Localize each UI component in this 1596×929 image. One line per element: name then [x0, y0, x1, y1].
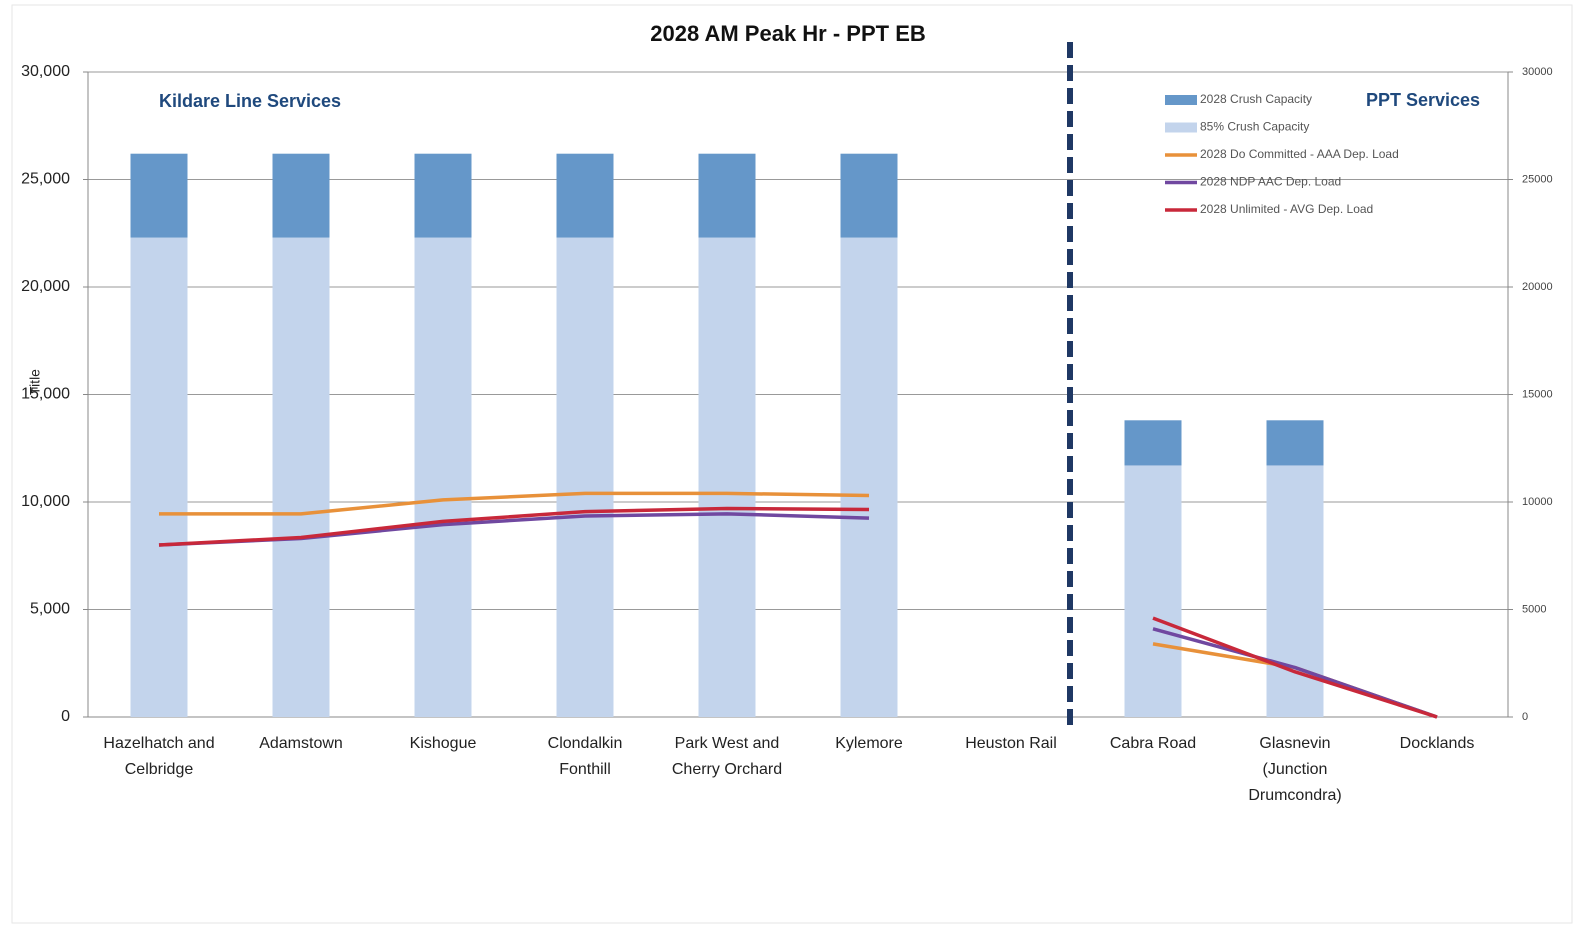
- legend-label: 2028 Do Committed - AAA Dep. Load: [1200, 147, 1399, 161]
- y2-tick-label: 0: [1522, 711, 1528, 723]
- x-tick-label: Glasnevin: [1259, 735, 1330, 752]
- y-tick-label: 15,000: [21, 386, 70, 403]
- bar: [840, 237, 898, 718]
- annotation: Kildare Line Services: [159, 91, 341, 111]
- x-tick-label: Cherry Orchard: [672, 761, 782, 778]
- bar: [840, 153, 898, 238]
- legend-label: 85% Crush Capacity: [1200, 120, 1309, 134]
- y2-tick-label: 10000: [1522, 496, 1553, 508]
- x-tick-label: Cabra Road: [1110, 735, 1196, 752]
- y-tick-label: 30,000: [21, 63, 70, 80]
- bar: [1124, 465, 1182, 717]
- bar: [272, 237, 330, 718]
- y-tick-label: 25,000: [21, 171, 70, 188]
- y-tick-label: 10,000: [21, 493, 70, 510]
- line: [158, 506, 870, 547]
- legend-swatch: [1165, 95, 1197, 105]
- bar: [556, 153, 614, 238]
- x-tick-label: Fonthill: [559, 761, 611, 778]
- x-tick-label: Drumcondra): [1248, 787, 1341, 804]
- bar: [556, 237, 614, 718]
- x-tick-label: Celbridge: [125, 761, 194, 778]
- annotation: PPT Services: [1366, 90, 1480, 110]
- chart-title: 2028 AM Peak Hr - PPT EB: [650, 21, 926, 46]
- x-tick-label: Kylemore: [835, 735, 903, 752]
- bar: [130, 153, 188, 238]
- x-tick-label: Clondalkin: [548, 735, 623, 752]
- y-axis-label: Title: [27, 369, 43, 395]
- legend-label: 2028 Unlimited - AVG Dep. Load: [1200, 202, 1373, 216]
- bar: [1124, 420, 1182, 466]
- legend-label: 2028 Crush Capacity: [1200, 92, 1312, 106]
- bar: [130, 237, 188, 718]
- line: [1152, 616, 1438, 719]
- y2-tick-label: 15000: [1522, 388, 1553, 400]
- legend-label: 2028 NDP AAC Dep. Load: [1200, 175, 1341, 189]
- y2-tick-label: 20000: [1522, 281, 1553, 293]
- bar: [698, 153, 756, 238]
- x-tick-label: Docklands: [1400, 735, 1475, 752]
- y-tick-label: 20,000: [21, 278, 70, 295]
- x-tick-label: Adamstown: [259, 735, 343, 752]
- y-tick-label: 0: [61, 708, 70, 725]
- bar: [1266, 420, 1324, 466]
- bar: [272, 153, 330, 238]
- legend-swatch: [1165, 122, 1197, 133]
- y2-tick-label: 25000: [1522, 173, 1553, 185]
- x-tick-label: Hazelhatch and: [103, 735, 214, 752]
- chart-frame: [11, 4, 1573, 924]
- y-tick-label: 5,000: [30, 601, 70, 618]
- bar: [698, 237, 756, 718]
- x-tick-label: Kishogue: [410, 735, 477, 752]
- bar: [414, 237, 472, 718]
- y2-tick-label: 5000: [1522, 603, 1546, 615]
- x-tick-label: Heuston Rail: [965, 735, 1057, 752]
- y2-tick-label: 30000: [1522, 66, 1553, 78]
- line: [159, 491, 870, 516]
- bar: [414, 153, 472, 238]
- x-tick-label: (Junction: [1263, 761, 1328, 778]
- x-tick-label: Park West and: [675, 735, 780, 752]
